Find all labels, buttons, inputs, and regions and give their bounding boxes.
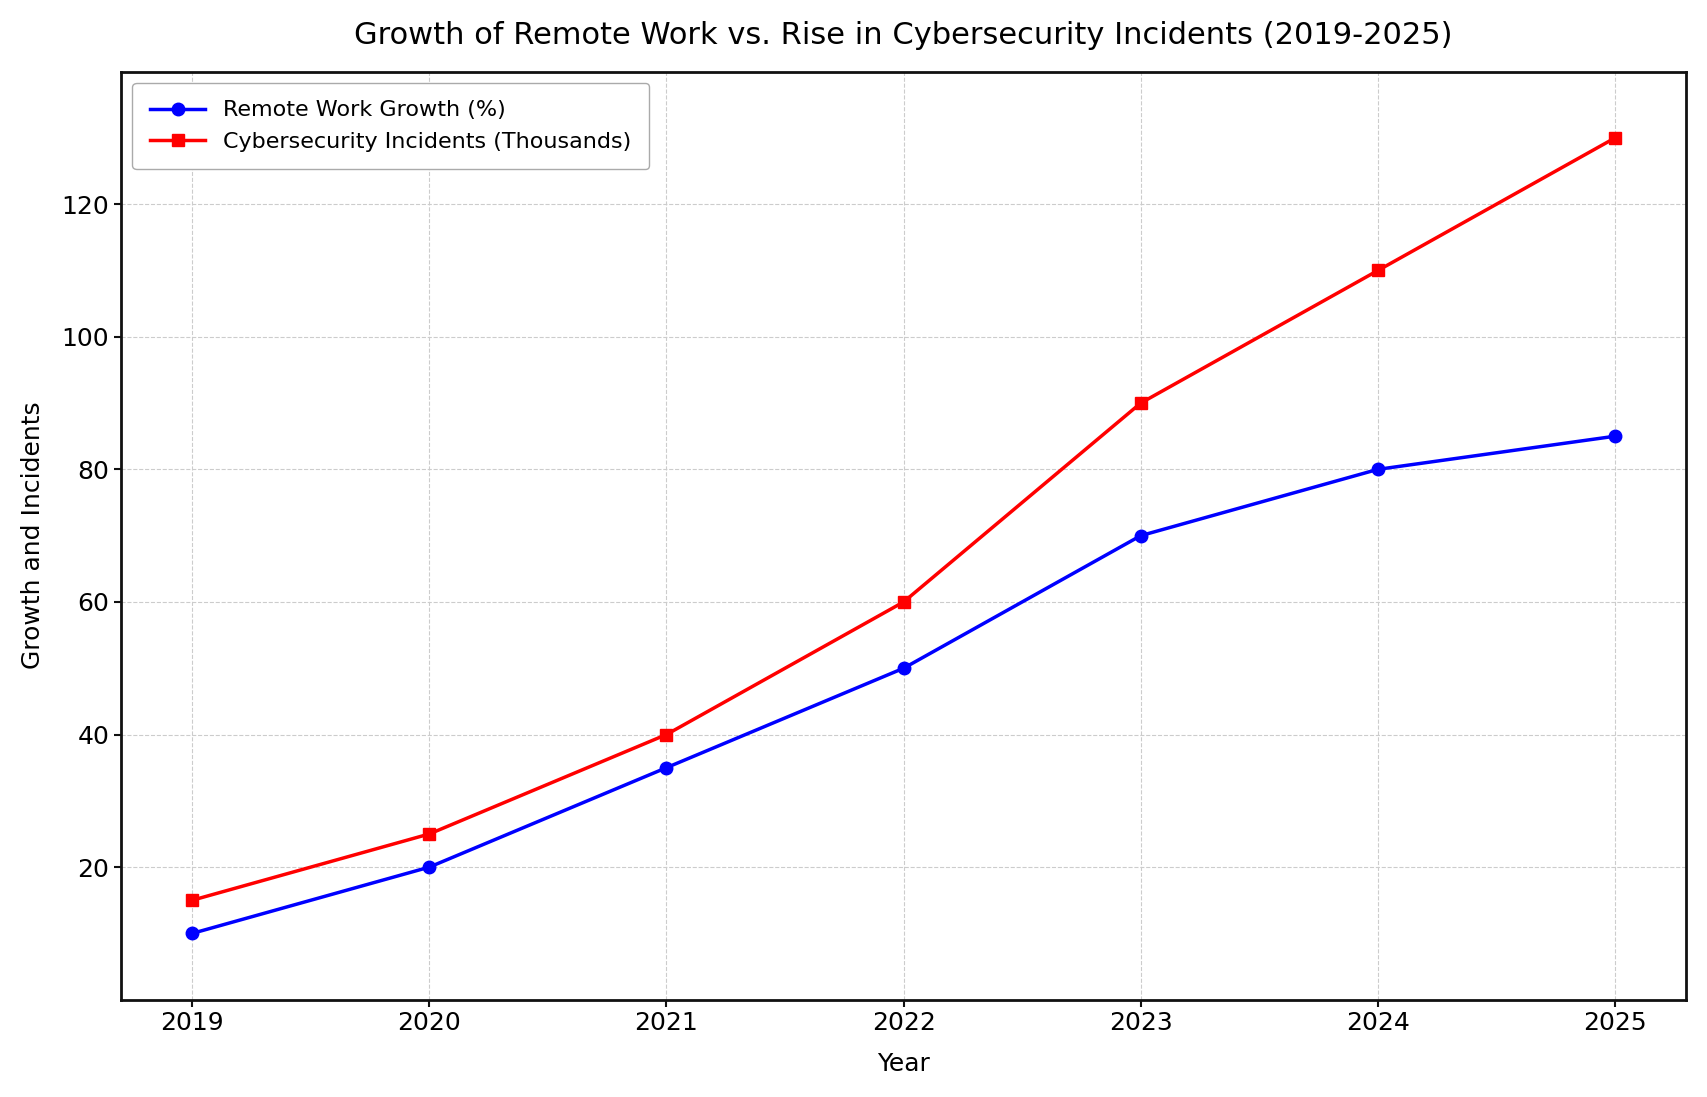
Remote Work Growth (%): [183, 927, 203, 940]
Line: Cybersecurity Incidents (Thousands): Cybersecurity Incidents (Thousands): [186, 132, 1622, 906]
Cybersecurity Incidents (Thousands): [420, 827, 440, 840]
Legend: Remote Work Growth (%), Cybersecurity Incidents (Thousands): Remote Work Growth (%), Cybersecurity In…: [131, 82, 649, 169]
Y-axis label: Growth and Incidents: Growth and Incidents: [20, 402, 44, 669]
Line: Remote Work Growth (%): Remote Work Growth (%): [186, 430, 1622, 940]
Cybersecurity Incidents (Thousands): [655, 728, 676, 742]
X-axis label: Year: Year: [877, 1052, 930, 1076]
Cybersecurity Incidents (Thousands): [183, 894, 203, 907]
Cybersecurity Incidents (Thousands): [1605, 132, 1625, 145]
Remote Work Growth (%): [1130, 529, 1151, 542]
Remote Work Growth (%): [420, 860, 440, 873]
Remote Work Growth (%): [655, 761, 676, 774]
Remote Work Growth (%): [1605, 430, 1625, 443]
Cybersecurity Incidents (Thousands): [1130, 396, 1151, 409]
Remote Work Growth (%): [893, 661, 913, 675]
Cybersecurity Incidents (Thousands): [893, 596, 913, 609]
Title: Growth of Remote Work vs. Rise in Cybersecurity Incidents (2019-2025): Growth of Remote Work vs. Rise in Cybers…: [355, 21, 1453, 49]
Remote Work Growth (%): [1367, 463, 1388, 476]
Cybersecurity Incidents (Thousands): [1367, 264, 1388, 278]
